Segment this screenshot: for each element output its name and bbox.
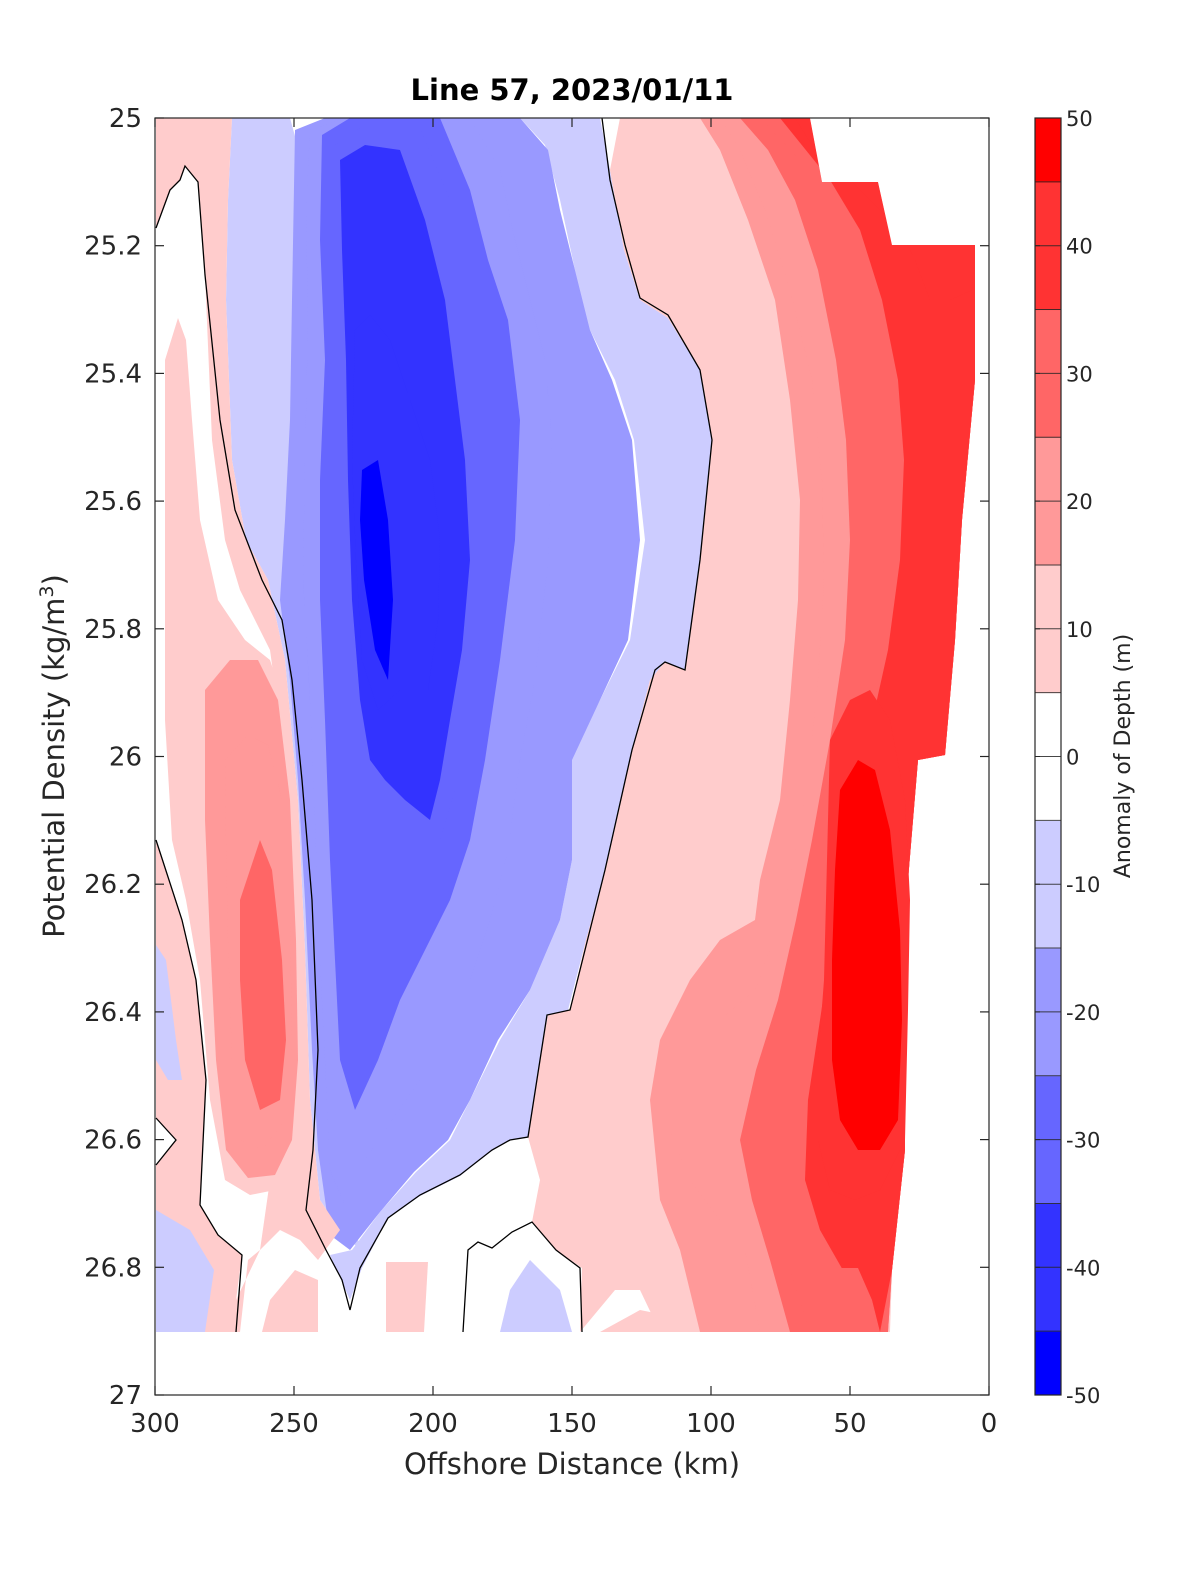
contour-band bbox=[500, 1260, 572, 1332]
colorbar-tick-label: 30 bbox=[1066, 362, 1093, 386]
y-tick-label: 25.6 bbox=[84, 487, 142, 517]
colorbar-band bbox=[1035, 373, 1061, 438]
colorbar-band bbox=[1035, 309, 1061, 374]
colorbar-band bbox=[1035, 1267, 1061, 1332]
colorbar-band bbox=[1035, 564, 1061, 630]
y-tick-label: 25 bbox=[109, 104, 142, 134]
y-tick-label: 26.8 bbox=[84, 1253, 142, 1283]
colorbar-band bbox=[1035, 245, 1061, 311]
contour-band bbox=[810, 1268, 880, 1332]
anomaly-field bbox=[156, 118, 989, 1395]
zero-contour-line bbox=[155, 1117, 177, 1166]
colorbar-tick-label: 20 bbox=[1066, 490, 1093, 514]
colorbar-tick-label: 0 bbox=[1066, 746, 1079, 770]
zero-contour-line bbox=[155, 117, 713, 1311]
colorbar-band bbox=[1035, 1075, 1061, 1141]
colorbar-band bbox=[1035, 692, 1061, 757]
colorbar-tick-label: -50 bbox=[1066, 1384, 1100, 1408]
zero-contour-line bbox=[462, 1221, 583, 1333]
zero-contour-line bbox=[155, 839, 243, 1333]
x-tick-label: 150 bbox=[547, 1409, 597, 1439]
y-axis-title: Potential Density (kg/m3) bbox=[36, 574, 71, 938]
contour-band bbox=[386, 1262, 428, 1332]
colorbar-tick-label: 40 bbox=[1066, 235, 1093, 259]
colorbar-band bbox=[1035, 756, 1061, 821]
x-tick-label: 300 bbox=[130, 1409, 180, 1439]
colorbar-tick-label: -40 bbox=[1066, 1256, 1100, 1280]
contour-band bbox=[262, 1270, 318, 1332]
colorbar-tick-label: 10 bbox=[1066, 618, 1093, 642]
y-tick-label: 26.6 bbox=[84, 1126, 142, 1156]
colorbar-tick-label: -10 bbox=[1066, 873, 1100, 897]
y-tick-label: 27 bbox=[109, 1381, 142, 1411]
colorbar-title: Anomaly of Depth (m) bbox=[1111, 634, 1136, 878]
colorbar-band bbox=[1035, 437, 1061, 502]
y-tick-label: 26 bbox=[109, 743, 142, 773]
colorbar-band bbox=[1035, 628, 1061, 694]
x-tick-label: 200 bbox=[408, 1409, 458, 1439]
x-tick-label: 0 bbox=[981, 1409, 998, 1439]
colorbar-band bbox=[1035, 1011, 1061, 1077]
colorbar-band bbox=[1035, 181, 1061, 247]
y-tick-label: 26.4 bbox=[84, 998, 142, 1028]
x-tick-label: 250 bbox=[269, 1409, 319, 1439]
contour-band bbox=[156, 1290, 194, 1332]
colorbar-tick-label: 50 bbox=[1066, 107, 1093, 131]
colorbar-band bbox=[1035, 118, 1061, 183]
colorbar-band bbox=[1035, 501, 1061, 566]
colorbar-band bbox=[1035, 1203, 1061, 1268]
chart-title: Line 57, 2023/01/11 bbox=[411, 73, 734, 107]
colorbar-band bbox=[1035, 1139, 1061, 1204]
colorbar-band bbox=[1035, 884, 1061, 949]
x-axis-title: Offshore Distance (km) bbox=[404, 1447, 740, 1481]
contour-band bbox=[600, 1310, 700, 1332]
x-axis: 300 250 200 150 100 50 0 bbox=[130, 118, 997, 1439]
colorbar-tick-label: -30 bbox=[1066, 1129, 1100, 1153]
colorbar-band bbox=[1035, 820, 1061, 885]
x-tick-label: 50 bbox=[833, 1409, 866, 1439]
contour-band bbox=[842, 830, 890, 1110]
contour-band bbox=[360, 460, 393, 680]
no-data-region bbox=[810, 118, 989, 245]
contour-band bbox=[520, 1310, 545, 1332]
y-tick-label: 25.2 bbox=[84, 232, 142, 262]
no-data-region bbox=[156, 1332, 989, 1395]
contour-band bbox=[290, 118, 712, 1300]
y-tick-label: 26.2 bbox=[84, 870, 142, 900]
colorbar-tick-label: -20 bbox=[1066, 1001, 1100, 1025]
x-tick-label: 100 bbox=[686, 1409, 736, 1439]
y-axis: 25 25.2 25.4 25.6 25.8 26 26.2 26.4 26.6 26.8 27 bbox=[84, 104, 989, 1411]
colorbar-band bbox=[1035, 1331, 1061, 1396]
colorbar: 50 40 30 20 10 0 -10 -20 -30 -40 -50 bbox=[1034, 107, 1100, 1408]
colorbar-band bbox=[1035, 948, 1061, 1013]
y-tick-label: 25.4 bbox=[84, 359, 142, 389]
contour-band bbox=[156, 945, 182, 1080]
y-tick-label: 25.8 bbox=[84, 615, 142, 645]
contour-band bbox=[256, 930, 282, 1060]
